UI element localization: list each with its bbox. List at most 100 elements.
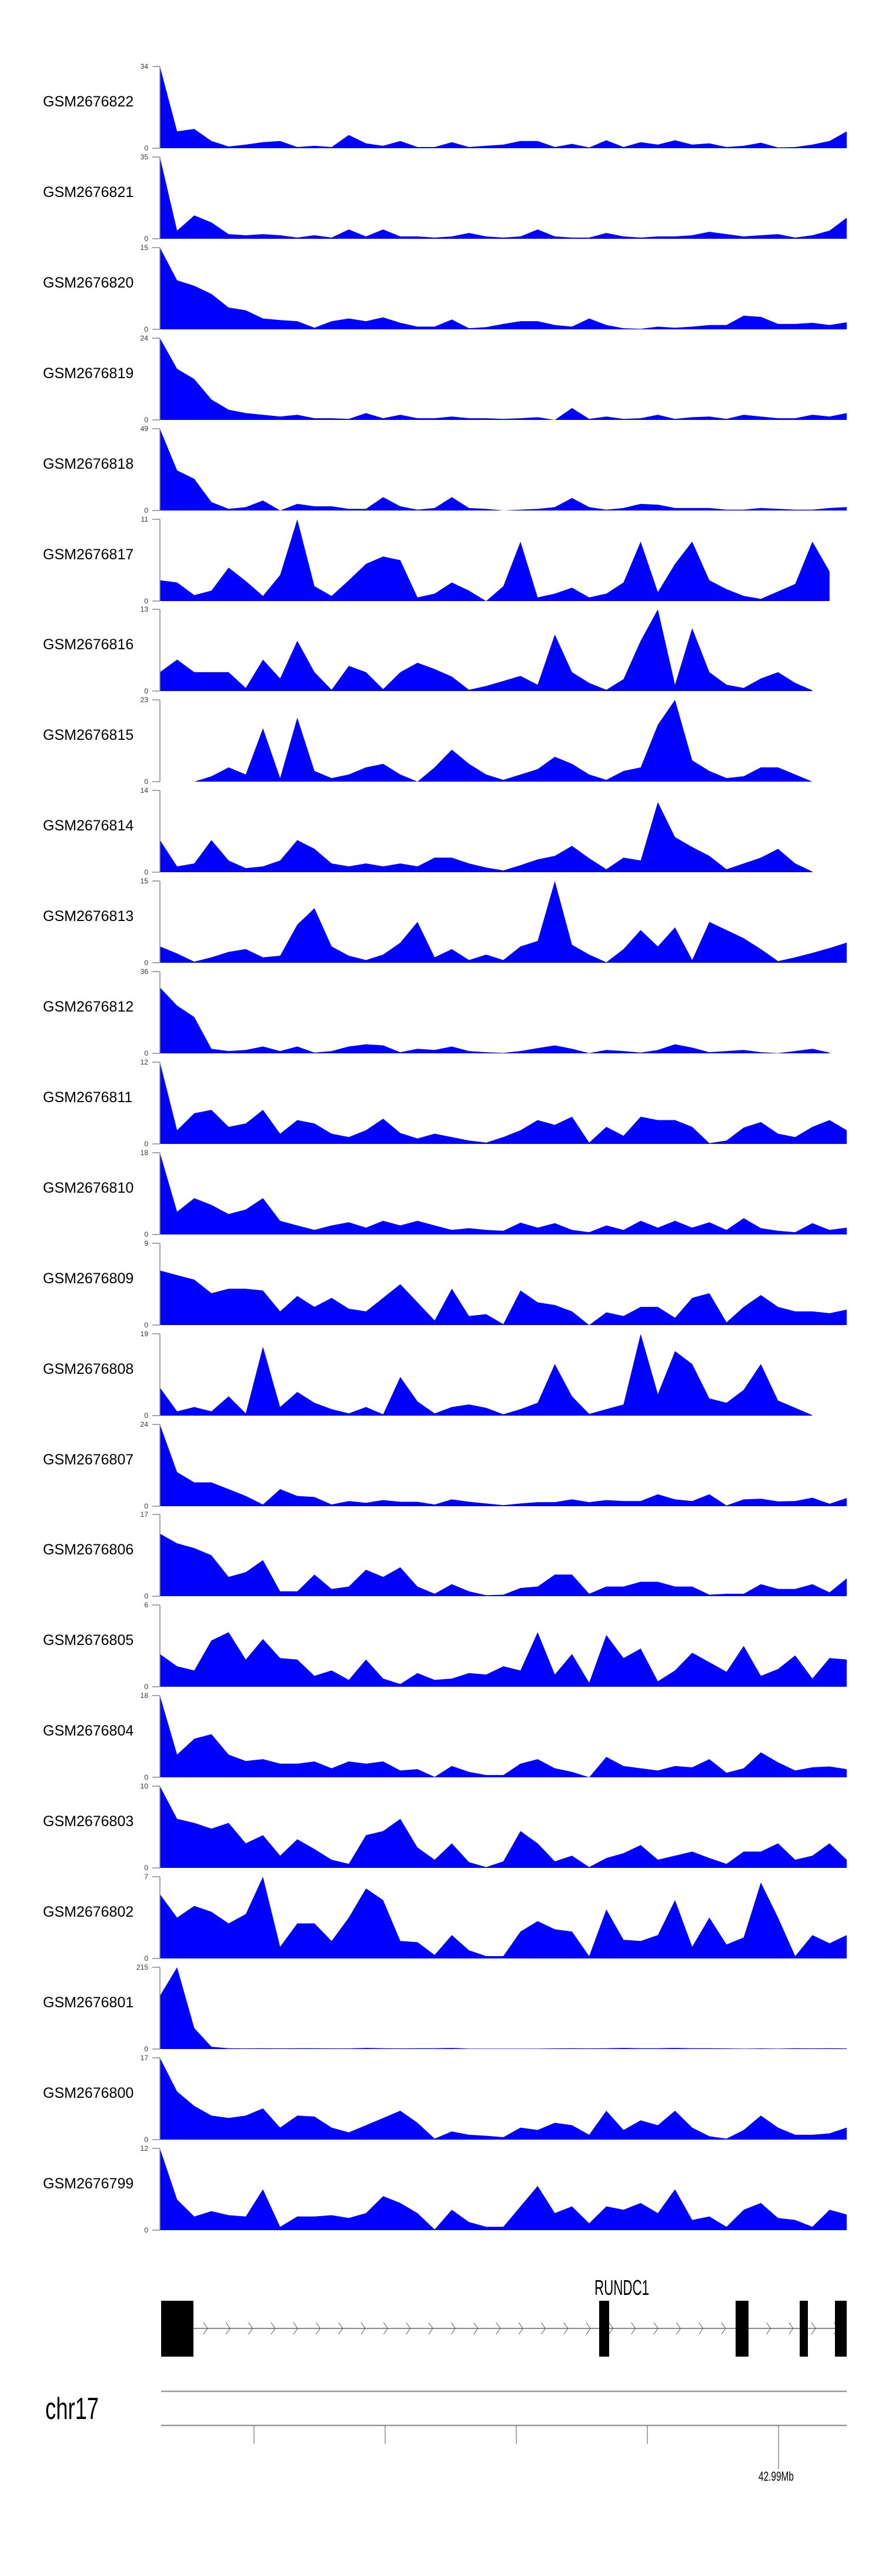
track-label: GSM2676817 [43,546,134,563]
coverage-area [160,1270,847,1325]
y-tick-label-min: 0 [144,2225,148,2234]
coverage-area [160,1632,847,1687]
track-plot [152,1152,847,1235]
coverage-area [160,2057,847,2140]
y-tick-label-min: 0 [144,1592,148,1601]
y-tick-label-min: 0 [144,687,148,696]
coverage-track: GSM2676804 18 0 [0,1690,882,1781]
y-tick-label-min: 0 [144,144,148,152]
y-tick-label-min: 0 [144,415,148,424]
coverage-area [160,247,847,329]
coverage-area [160,802,813,873]
y-tick-label-max: 13 [140,605,148,614]
track-plot [152,1876,847,1959]
axis-tick-label: 42.99Mb [759,2469,794,2484]
y-tick-label-min: 0 [144,1411,148,1420]
chevron-right-icon [473,2322,479,2335]
track-label: GSM2676814 [43,817,134,835]
track-plot [152,1786,847,1868]
track-plot [152,66,847,149]
track-plot [152,971,830,1054]
chevron-right-icon [203,2322,208,2335]
track-plot [152,1695,847,1778]
coverage-track: GSM2676807 24 0 [0,1419,882,1510]
track-label: GSM2676806 [43,1541,134,1559]
coverage-area [160,1062,847,1144]
coverage-track: GSM2676819 24 0 [0,332,882,423]
y-tick-label-min: 0 [144,2135,148,2144]
chevron-right-icon [811,2322,816,2335]
y-tick-label-max: 12 [140,2144,148,2153]
track-label: GSM2676811 [43,1089,133,1106]
track-plot [152,337,847,421]
track-label: GSM2676816 [43,636,134,653]
coverage-track: GSM2676803 10 0 [0,1780,882,1871]
chevron-right-icon [450,2322,456,2335]
coverage-track: GSM2676811 12 0 [0,1056,882,1147]
chevron-right-icon [586,2322,591,2335]
y-tick-label-min: 0 [144,1049,148,1057]
coverage-track: GSM2676822 34 0 [0,61,882,152]
chevron-right-icon [360,2322,366,2335]
coverage-track: GSM2676801 215 0 [0,1961,882,2053]
y-tick-label-max: 6 [144,1601,148,1610]
y-tick-label-max: 24 [140,1420,148,1429]
coverage-track: GSM2676817 11 0 [0,513,882,605]
coverage-area [160,519,830,601]
coverage-area [160,1534,847,1597]
coverage-area [194,700,813,782]
y-tick-label-min: 0 [144,1139,148,1148]
chevron-right-icon [608,2322,614,2335]
track-plot [152,699,813,783]
coverage-track: GSM2676821 35 0 [0,151,882,242]
track-label: GSM2676819 [43,365,134,382]
coverage-area [160,609,813,692]
y-tick-label-max: 35 [140,152,148,161]
coverage-track: GSM2676805 6 0 [0,1599,882,1690]
track-plot [152,156,847,239]
track-label: GSM2676818 [43,455,134,472]
coverage-track: GSM2676816 13 0 [0,603,882,695]
track-plot [152,880,847,963]
y-tick-label-max: 215 [136,1963,148,1971]
coverage-track: GSM2676820 15 0 [0,242,882,333]
coverage-track: GSM2676800 17 0 [0,2052,882,2143]
coverage-area [160,1152,847,1234]
coverage-area [160,1424,847,1506]
chevron-right-icon [293,2322,298,2335]
y-tick-label-max: 34 [140,62,148,71]
y-tick-label-min: 0 [144,1864,148,1873]
y-tick-label-max: 19 [140,1329,148,1338]
track-plot [152,428,847,511]
track-label: GSM2676800 [43,2084,134,2101]
track-label: GSM2676803 [43,1813,134,1830]
chevron-right-icon [518,2322,523,2335]
y-tick-label-min: 0 [144,1683,148,1691]
track-label: GSM2676799 [43,2175,134,2192]
track-plot [152,518,830,602]
coverage-area [160,1786,847,1868]
track-label: GSM2676813 [43,908,134,925]
chevron-right-icon [541,2322,546,2335]
y-tick-label-min: 0 [144,1501,148,1510]
coverage-track: GSM2676799 12 0 [0,2143,882,2234]
track-plot [152,1967,847,2050]
chevron-right-icon [789,2322,794,2335]
exon [161,2301,193,2357]
track-plot [152,247,847,330]
y-tick-label-min: 0 [144,506,148,515]
y-tick-label-min: 0 [144,1773,148,1782]
track-plot [152,1333,813,1416]
chevron-right-icon [676,2322,681,2335]
y-tick-label-min: 0 [144,1954,148,1963]
coverage-track: GSM2676813 15 0 [0,875,882,966]
track-label: GSM2676808 [43,1360,134,1377]
chevron-right-icon [496,2322,501,2335]
track-plot [152,2057,847,2140]
y-tick-label-max: 18 [140,1148,148,1157]
chevron-right-icon [270,2322,276,2335]
chevron-right-icon [766,2322,771,2335]
track-plot [152,1423,847,1507]
track-label: GSM2676805 [43,1632,134,1649]
